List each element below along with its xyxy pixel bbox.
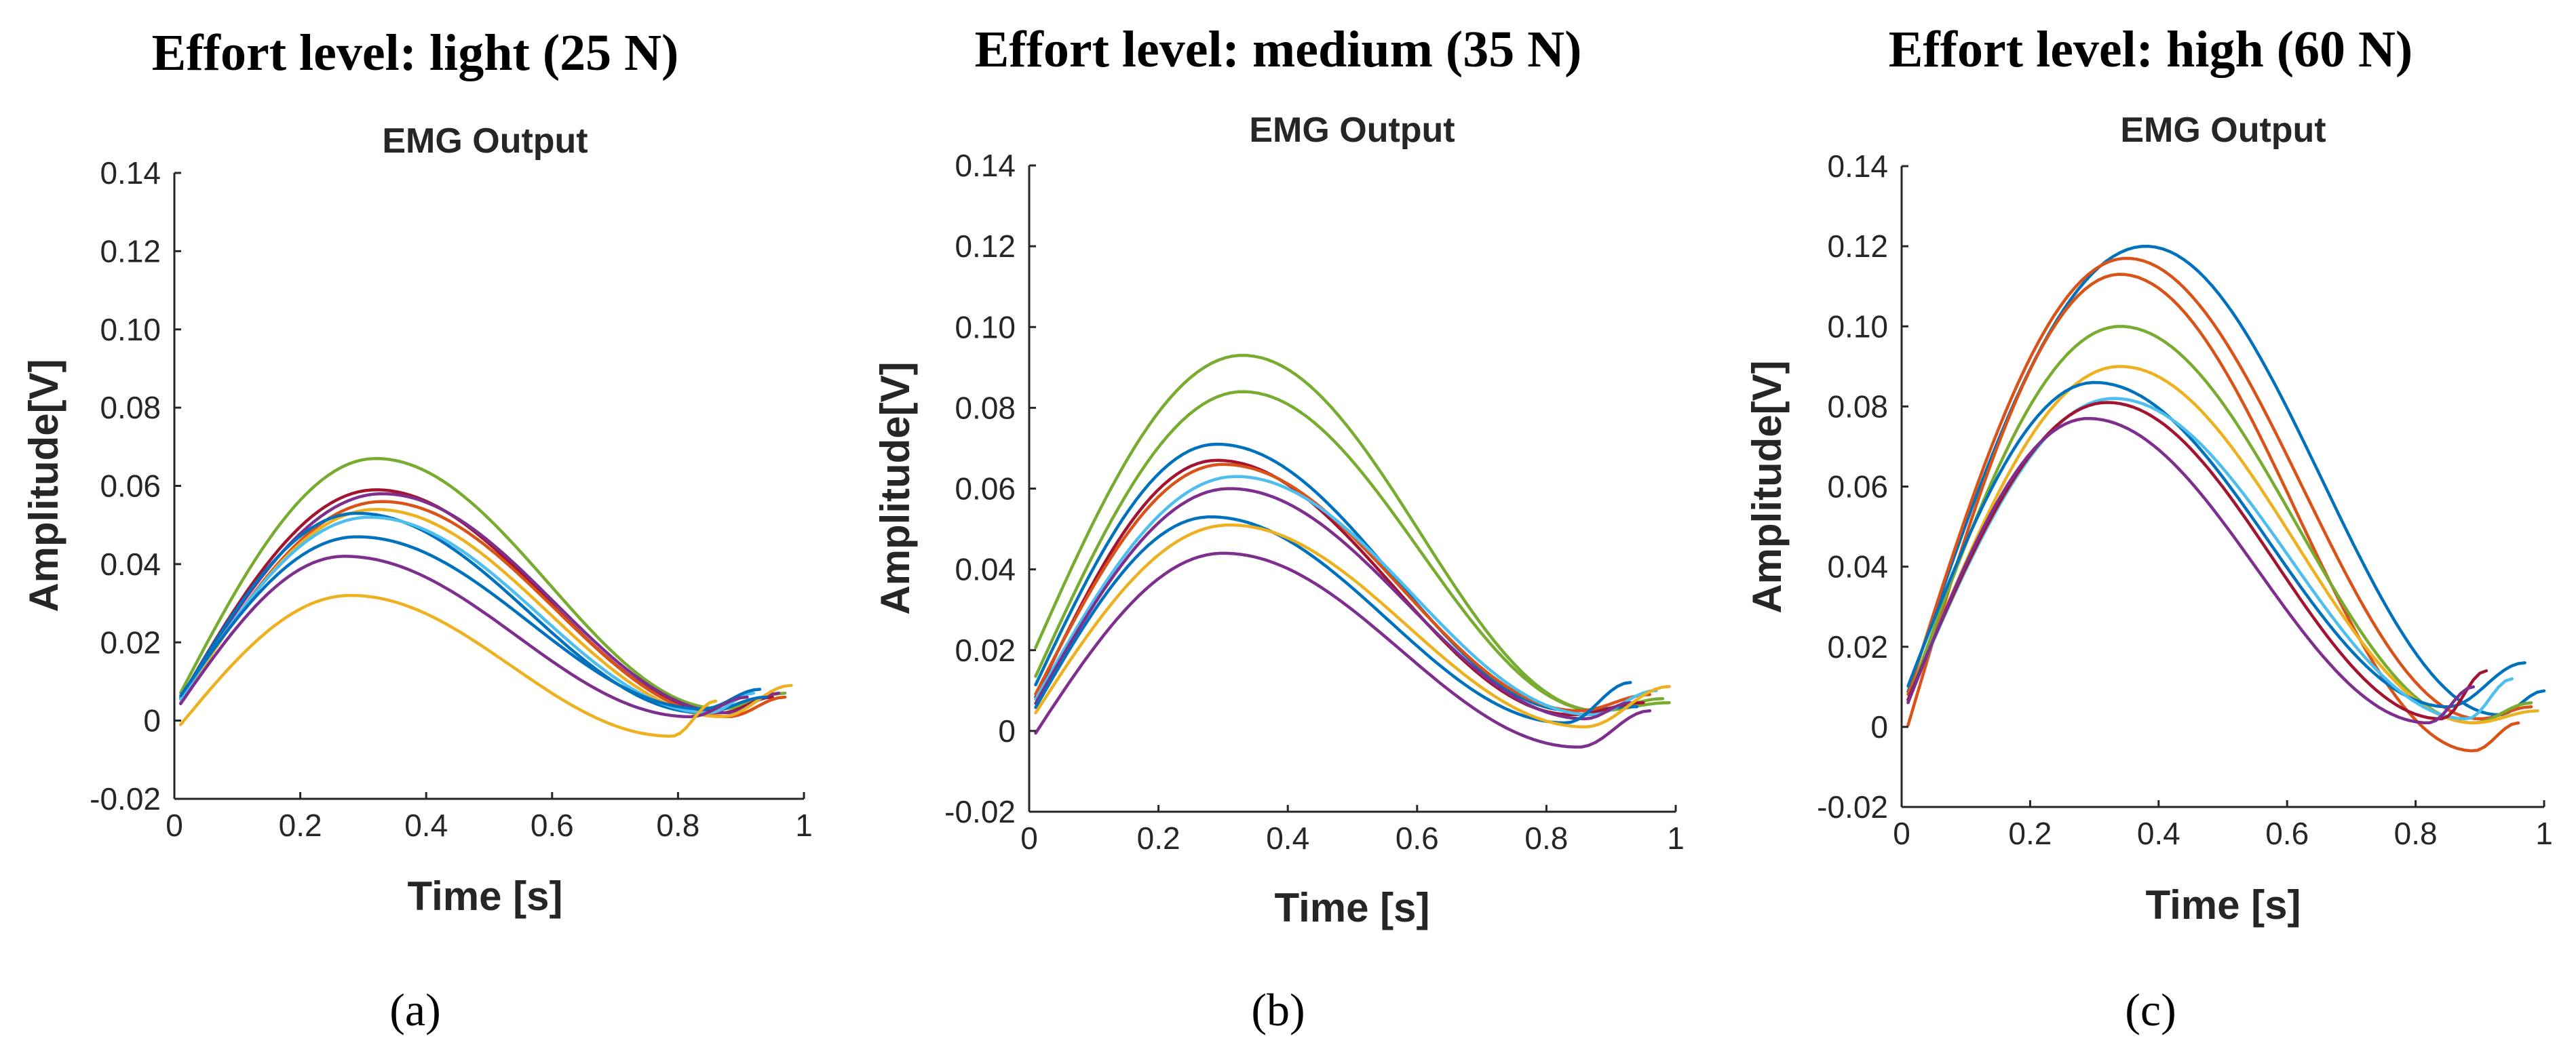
x-tick-label: 0: [1893, 816, 1910, 851]
y-tick-label: 0.12: [955, 229, 1016, 264]
x-tick-label: 0.6: [1396, 821, 1439, 856]
x-tick-label: 0.8: [1524, 821, 1568, 856]
effort-title-c: Effort level: high (60 N): [1889, 21, 2413, 78]
plot-title-b: EMG Output: [1249, 111, 1455, 150]
x-tick-label: 0.2: [279, 808, 322, 843]
emg-series-line-a-3: [179, 492, 781, 715]
y-axis-label-c: Amplitude[V]: [1744, 360, 1790, 613]
y-tick-label: 0.06: [1827, 469, 1888, 505]
y-tick-label: 0.12: [100, 233, 161, 269]
x-tick-label: 0.8: [656, 808, 699, 843]
emg-series-line-a-6: [179, 511, 768, 715]
x-tick-label: 0.4: [1266, 821, 1309, 856]
y-tick-label: -0.02: [1817, 789, 1888, 825]
emg-series-line-b-8: [1034, 515, 1632, 725]
x-tick-label: 1: [1667, 821, 1685, 856]
y-tick-label: 0: [143, 703, 161, 738]
emg-series-line-b-9: [1034, 523, 1671, 729]
panel-label-a: (a): [389, 984, 440, 1036]
emg-series-line-b-10: [1034, 551, 1652, 749]
x-tick-label: 0: [1020, 821, 1038, 856]
y-tick-label: 0.08: [955, 390, 1016, 425]
series-group-b: [1034, 353, 1671, 749]
y-tick-label: 0.14: [955, 148, 1016, 183]
emg-series-line-b-6: [1034, 475, 1658, 717]
emg-series-line-c-9: [1906, 416, 2476, 725]
emg-series-line-b-3: [1034, 442, 1639, 713]
y-axis-label-a: Amplitude[V]: [21, 359, 66, 612]
emg-series-line-c-8: [1906, 401, 2488, 721]
emg-series-line-c-6: [1906, 380, 2526, 709]
emg-series-line-b-5: [1034, 462, 1652, 713]
y-tick-label: 0: [1870, 709, 1888, 745]
emg-series-line-a-2: [179, 488, 774, 715]
panel-b: Effort level: medium (35 N) EMG Output T…: [872, 21, 1685, 1036]
y-tick-label: 0.02: [955, 633, 1016, 668]
emg-series-line-b-2: [1034, 390, 1665, 713]
y-tick-label: 0.08: [1827, 389, 1888, 424]
plot-title-a: EMG Output: [382, 121, 588, 161]
x-axis-label-b: Time [s]: [1275, 885, 1430, 930]
emg-series-line-c-2: [1906, 256, 2533, 721]
y-tick-label: 0.04: [100, 547, 161, 582]
panel-label-c: (c): [2125, 984, 2176, 1036]
y-tick-label: 0.10: [100, 312, 161, 347]
panel-label-b: (b): [1251, 984, 1305, 1036]
x-tick-label: 0.6: [531, 808, 574, 843]
y-tick-label: 0.14: [100, 155, 161, 191]
x-tick-label: 1: [2535, 816, 2553, 851]
x-tick-label: 0.2: [2008, 816, 2052, 851]
emg-series-line-a-9: [179, 555, 749, 719]
x-tick-label: 0: [166, 808, 183, 843]
y-tick-label: 0.10: [1827, 309, 1888, 344]
x-tick-label: 0.8: [2394, 816, 2438, 851]
x-tick-label: 0.2: [1137, 821, 1180, 856]
y-tick-label: -0.02: [90, 781, 161, 816]
y-tick-label: -0.02: [944, 794, 1016, 829]
x-tick-label: 0.4: [404, 808, 448, 843]
emg-series-line-c-4: [1906, 325, 2533, 725]
y-tick-label: 0.04: [1827, 549, 1888, 585]
y-tick-label: 0.02: [100, 625, 161, 660]
series-group-c: [1906, 244, 2546, 753]
x-axis-label-a: Time [s]: [408, 873, 563, 919]
x-tick-label: 0.6: [2265, 816, 2309, 851]
y-axis-label-b: Amplitude[V]: [872, 361, 918, 614]
x-axis-label-c: Time [s]: [2146, 882, 2301, 928]
y-tick-label: 0.12: [1827, 229, 1888, 264]
series-group-a: [179, 456, 793, 738]
y-tick-label: 0.14: [1827, 149, 1888, 184]
effort-title-b: Effort level: medium (35 N): [975, 21, 1582, 78]
emg-series-line-a-10: [179, 593, 718, 738]
emg-series-line-a-8: [179, 535, 762, 711]
y-tick-label: 0: [998, 713, 1016, 749]
emg-series-line-c-3: [1906, 273, 2520, 753]
x-tick-label: 0.4: [2137, 816, 2180, 851]
emg-series-line-a-1: [179, 456, 787, 711]
plot-title-c: EMG Output: [2120, 111, 2326, 150]
y-tick-label: 0.06: [100, 469, 161, 504]
emg-series-line-a-7: [179, 515, 756, 715]
panel-c: Effort level: high (60 N) EMG Output Tim…: [1744, 21, 2553, 1036]
y-tick-label: 0.06: [955, 471, 1016, 507]
x-tick-label: 1: [795, 808, 813, 843]
effort-title-a: Effort level: light (25 N): [152, 24, 679, 81]
emg-series-line-b-7: [1034, 487, 1632, 721]
panel-a: Effort level: light (25 N) EMG Output Ti…: [21, 24, 813, 1036]
y-tick-label: 0.02: [1827, 629, 1888, 665]
y-tick-label: 0.10: [955, 309, 1016, 344]
y-tick-label: 0.04: [955, 552, 1016, 587]
y-tick-label: 0.08: [100, 390, 161, 425]
